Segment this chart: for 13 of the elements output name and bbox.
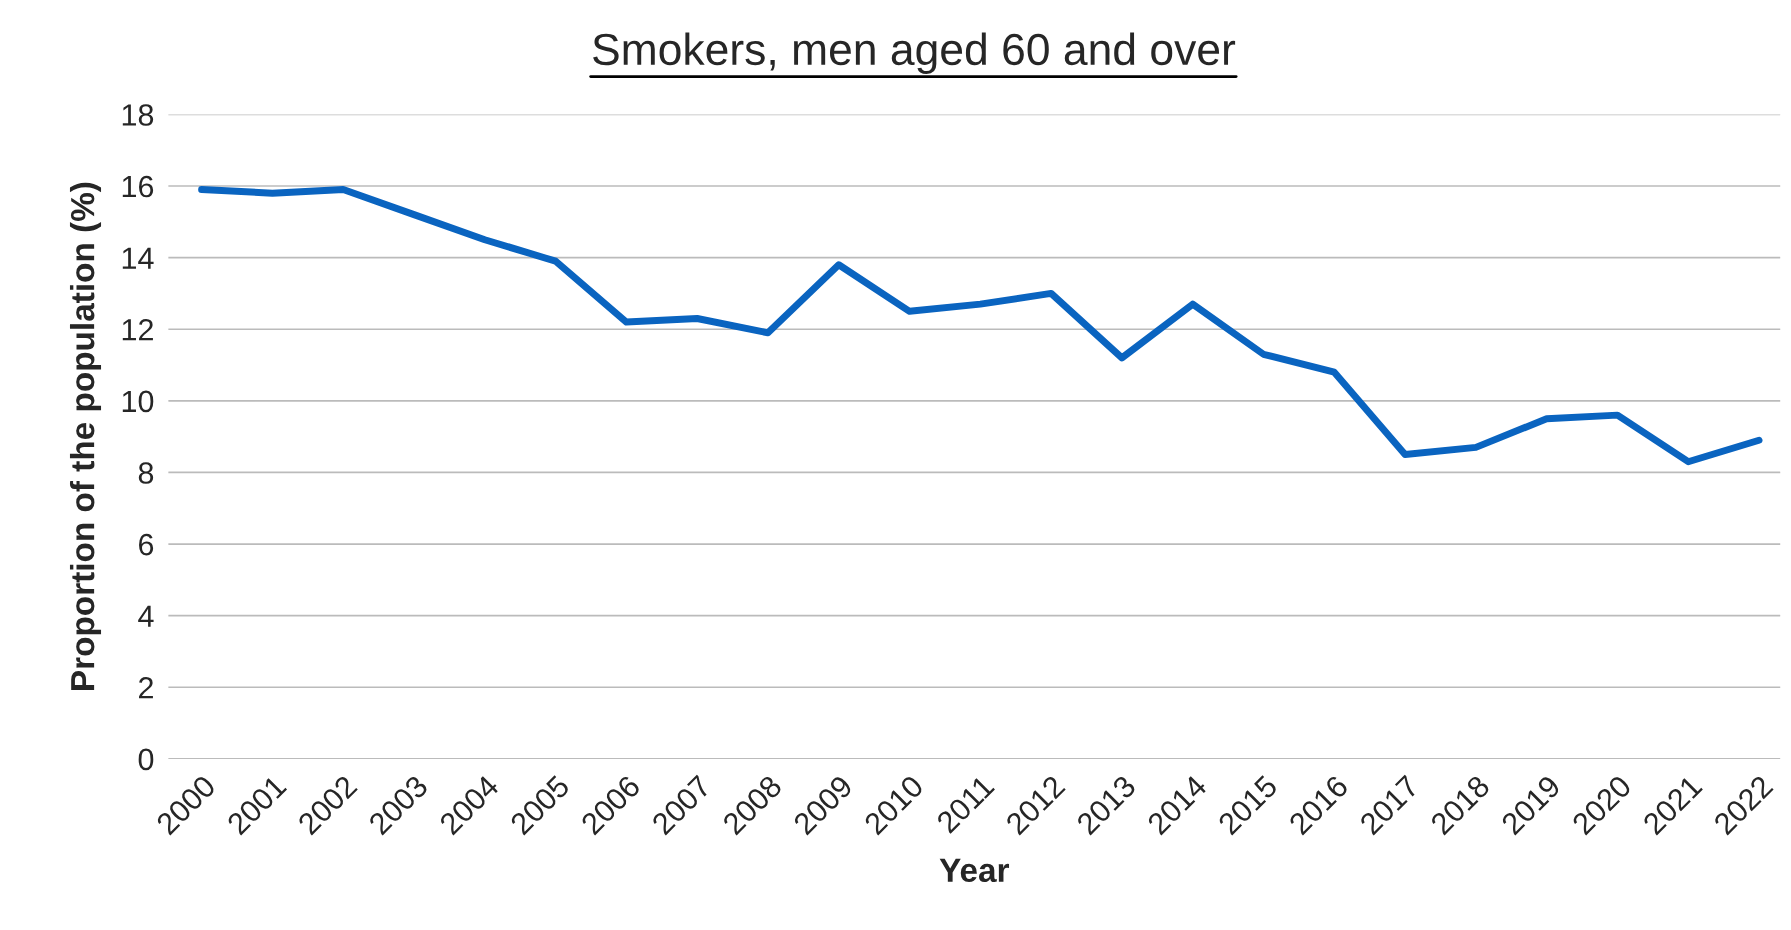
y-axis-title: Proportion of the population (%) xyxy=(69,182,102,690)
x-axis-title: Year xyxy=(939,858,1010,883)
y-tick-label: 10 xyxy=(122,390,154,413)
y-tick-label: 4 xyxy=(138,605,154,627)
y-tick-label: 18 xyxy=(122,104,154,126)
y-tick-label: 12 xyxy=(122,318,153,341)
y-tick-label: 14 xyxy=(122,247,154,269)
y-tick-label: 16 xyxy=(122,175,154,198)
y-tick-label: 8 xyxy=(138,462,154,484)
y-tick-label: 6 xyxy=(139,533,154,556)
y-tick-label: 0 xyxy=(138,748,154,771)
y-tick-label: 2 xyxy=(139,677,153,699)
chart-title: Smokers, men aged 60 and over xyxy=(593,32,1236,74)
